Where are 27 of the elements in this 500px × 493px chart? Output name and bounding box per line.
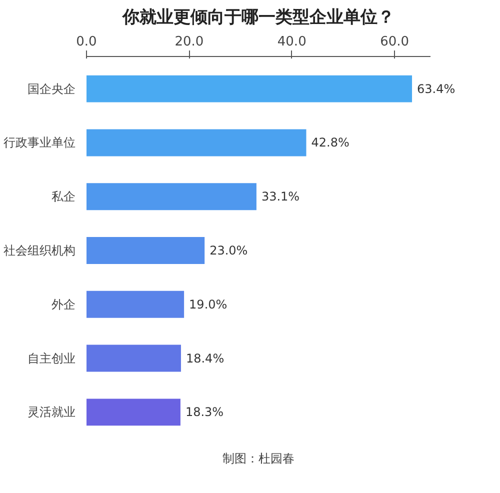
y-tick-label: 行政事业单位 — [4, 136, 76, 150]
chart-title: 你就业更倾向于哪一类型企业单位？ — [122, 8, 394, 28]
bar — [86, 398, 180, 426]
data-label: 23.0% — [210, 244, 248, 258]
y-tick-label: 自主创业 — [28, 351, 76, 366]
bar — [86, 129, 306, 156]
text: 制图：杜园春 — [222, 452, 294, 466]
bar — [86, 237, 205, 264]
bar — [86, 344, 181, 372]
x-tick-label: 40.0 — [277, 34, 306, 50]
y-tick-label: 灵活就业 — [28, 405, 76, 420]
y-tick-label: 外企 — [52, 297, 76, 312]
y-tick-label: 国企央企 — [28, 82, 76, 96]
y-tick-label: 私企 — [52, 190, 76, 204]
bar — [86, 183, 256, 210]
data-label: 18.3% — [185, 405, 224, 420]
x-tick-label: 0.0 — [76, 34, 97, 50]
x-tick-label: 20.0 — [174, 34, 204, 50]
data-label: 42.8% — [311, 136, 350, 150]
data-label: 18.4% — [186, 351, 224, 366]
bar — [86, 75, 412, 102]
data-label: 33.1% — [261, 190, 300, 204]
data-label: 63.4% — [417, 82, 456, 96]
y-tick-label: 社会组织机构 — [4, 244, 76, 258]
data-label: 19.0% — [189, 297, 228, 312]
x-tick-label: 60.0 — [380, 34, 410, 50]
bar — [86, 290, 184, 318]
